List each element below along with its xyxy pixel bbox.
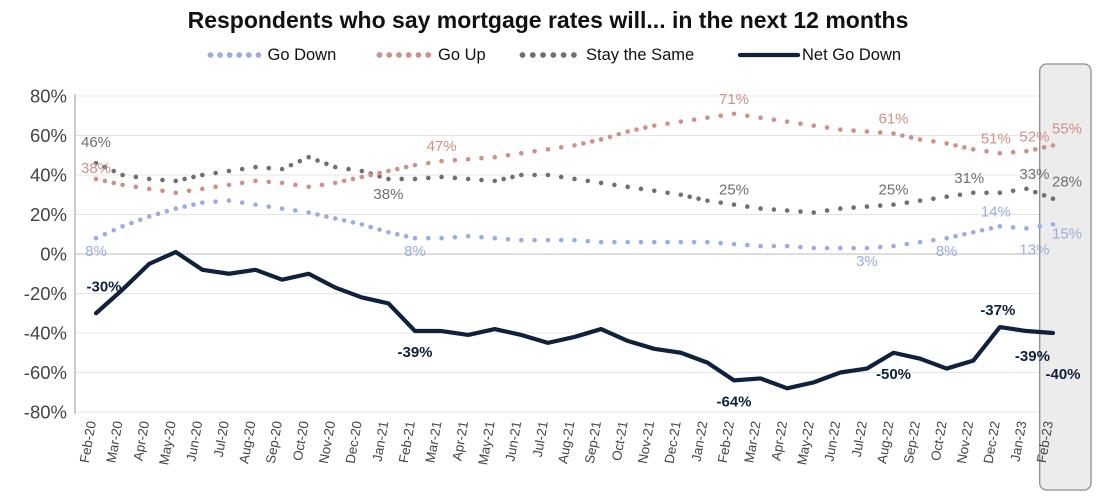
- svg-text:40%: 40%: [30, 165, 67, 186]
- svg-text:28%: 28%: [1052, 174, 1082, 191]
- svg-text:52%: 52%: [1019, 128, 1049, 145]
- svg-text:Aug-22: Aug-22: [874, 420, 896, 465]
- svg-text:Mar-20: Mar-20: [103, 420, 125, 464]
- svg-text:-39%: -39%: [1015, 348, 1050, 365]
- svg-text:47%: 47%: [427, 138, 457, 155]
- svg-text:Jun-20: Jun-20: [183, 420, 205, 463]
- svg-text:Sep-22: Sep-22: [901, 420, 923, 465]
- svg-text:33%: 33%: [1019, 166, 1049, 183]
- svg-text:Nov-20: Nov-20: [316, 420, 338, 465]
- svg-text:Apr-22: Apr-22: [768, 420, 790, 462]
- svg-text:Jan-23: Jan-23: [1008, 420, 1030, 463]
- svg-text:8%: 8%: [936, 243, 958, 260]
- svg-text:May-20: May-20: [156, 420, 178, 466]
- svg-text:Jul-22: Jul-22: [849, 420, 870, 458]
- svg-text:14%: 14%: [981, 203, 1011, 220]
- svg-text:Jul-20: Jul-20: [211, 420, 232, 458]
- svg-text:Jan-21: Jan-21: [370, 420, 392, 463]
- svg-text:-50%: -50%: [876, 366, 911, 383]
- svg-text:Apr-21: Apr-21: [449, 420, 471, 462]
- svg-text:Oct-21: Oct-21: [609, 420, 631, 462]
- svg-text:Nov-22: Nov-22: [954, 420, 976, 465]
- svg-text:61%: 61%: [878, 111, 908, 128]
- svg-text:Feb-21: Feb-21: [396, 420, 418, 464]
- svg-text:Sep-20: Sep-20: [263, 420, 285, 465]
- svg-text:Jun-21: Jun-21: [502, 420, 524, 463]
- svg-text:3%: 3%: [856, 253, 878, 270]
- svg-text:-40%: -40%: [24, 323, 67, 344]
- svg-text:-40%: -40%: [1045, 366, 1080, 383]
- svg-text:Aug-21: Aug-21: [555, 420, 577, 465]
- svg-text:Aug-20: Aug-20: [236, 420, 258, 465]
- svg-text:Jul-21: Jul-21: [530, 420, 551, 458]
- svg-text:-39%: -39%: [397, 344, 432, 361]
- svg-text:8%: 8%: [404, 243, 426, 260]
- svg-text:31%: 31%: [954, 170, 984, 187]
- svg-text:46%: 46%: [81, 134, 111, 151]
- svg-text:25%: 25%: [719, 182, 749, 199]
- svg-text:51%: 51%: [981, 130, 1011, 147]
- svg-text:Dec-21: Dec-21: [662, 420, 684, 465]
- svg-text:Oct-20: Oct-20: [290, 420, 312, 462]
- svg-text:Sep-21: Sep-21: [582, 420, 604, 465]
- svg-text:15%: 15%: [1052, 225, 1082, 242]
- svg-text:May-21: May-21: [475, 420, 497, 466]
- svg-text:Mar-21: Mar-21: [422, 420, 444, 464]
- svg-text:Jun-22: Jun-22: [821, 420, 843, 463]
- svg-text:60%: 60%: [30, 125, 67, 146]
- svg-text:0%: 0%: [40, 244, 67, 265]
- svg-text:Dec-20: Dec-20: [343, 420, 365, 465]
- svg-text:Jan-22: Jan-22: [689, 420, 711, 463]
- svg-text:-37%: -37%: [980, 302, 1015, 319]
- svg-text:20%: 20%: [30, 204, 67, 225]
- svg-text:Nov-21: Nov-21: [635, 420, 657, 465]
- svg-text:-30%: -30%: [86, 278, 121, 295]
- svg-text:-80%: -80%: [24, 402, 67, 423]
- svg-text:-60%: -60%: [24, 362, 67, 383]
- svg-text:38%: 38%: [373, 186, 403, 203]
- svg-text:8%: 8%: [85, 243, 107, 260]
- svg-text:71%: 71%: [719, 91, 749, 108]
- svg-text:Dec-22: Dec-22: [981, 420, 1003, 465]
- svg-text:Mar-22: Mar-22: [741, 420, 763, 464]
- svg-text:25%: 25%: [878, 182, 908, 199]
- svg-text:May-22: May-22: [794, 420, 816, 466]
- svg-text:Feb-20: Feb-20: [77, 420, 99, 464]
- svg-text:80%: 80%: [30, 86, 67, 107]
- svg-text:-64%: -64%: [716, 393, 751, 410]
- svg-text:Apr-20: Apr-20: [130, 420, 152, 462]
- svg-text:Oct-22: Oct-22: [928, 420, 950, 462]
- svg-text:-20%: -20%: [24, 283, 67, 304]
- svg-text:13%: 13%: [1019, 241, 1049, 258]
- svg-text:55%: 55%: [1052, 120, 1082, 137]
- svg-text:Feb-22: Feb-22: [715, 420, 737, 464]
- svg-text:38%: 38%: [81, 160, 111, 177]
